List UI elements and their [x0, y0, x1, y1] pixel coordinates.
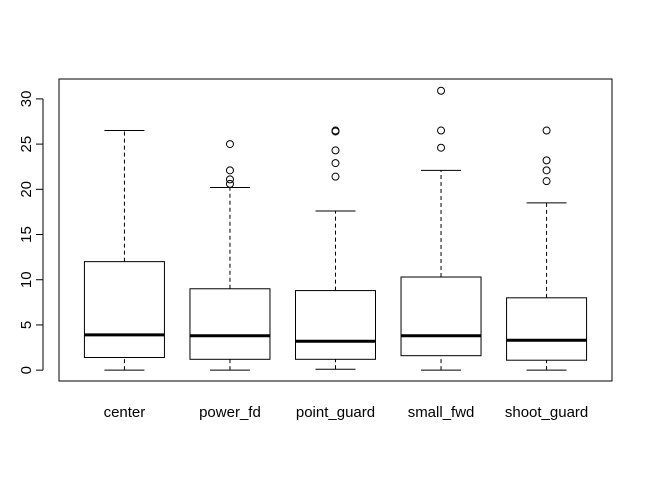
outlier-point: [437, 143, 446, 152]
x-tick-label: power_fd: [199, 404, 261, 421]
box-group-point_guard: [295, 126, 376, 370]
boxes-layer: [83, 86, 588, 371]
box-group-center: [83, 130, 165, 371]
y-tick-label: 0: [18, 366, 35, 374]
y-tick-label: 25: [18, 136, 35, 153]
x-tick-label: small_fwd: [408, 404, 475, 421]
plot-frame: [58, 78, 613, 382]
outlier-point: [437, 86, 446, 95]
outlier-point: [331, 172, 340, 181]
outlier-point: [542, 156, 551, 165]
box-iqr: [189, 288, 271, 360]
outlier-point: [225, 166, 234, 175]
box-iqr: [506, 297, 588, 361]
box-group-power_fd: [189, 140, 271, 371]
x-tick-label: point_guard: [296, 404, 375, 421]
box-iqr: [83, 261, 165, 358]
outlier-point: [331, 126, 340, 135]
y-tick-label: 30: [18, 91, 35, 108]
outlier-point: [542, 166, 551, 175]
box-group-shoot_guard: [506, 126, 588, 371]
outlier-point: [225, 140, 234, 149]
y-tick-label: 5: [18, 321, 35, 329]
outlier-point: [331, 159, 340, 168]
x-axis-labels: center power_fd point_guard small_fwd shoot_…: [104, 404, 589, 421]
y-tick-label: 20: [18, 181, 35, 198]
outlier-point: [225, 175, 234, 184]
outlier-point: [542, 177, 551, 186]
outlier-point: [225, 179, 234, 188]
box-iqr: [400, 276, 482, 357]
x-tick-label: center: [104, 404, 146, 421]
x-tick-label: shoot_guard: [505, 404, 588, 421]
y-axis-ticks: 0 5 10 15 20 25 30: [18, 91, 43, 374]
y-tick-label: 15: [18, 226, 35, 243]
box-group-small_fwd: [400, 86, 482, 371]
outlier-point: [542, 126, 551, 135]
outlier-point: [331, 146, 340, 155]
y-tick-label: 10: [18, 271, 35, 288]
outlier-point: [437, 126, 446, 135]
box-iqr: [295, 290, 376, 360]
